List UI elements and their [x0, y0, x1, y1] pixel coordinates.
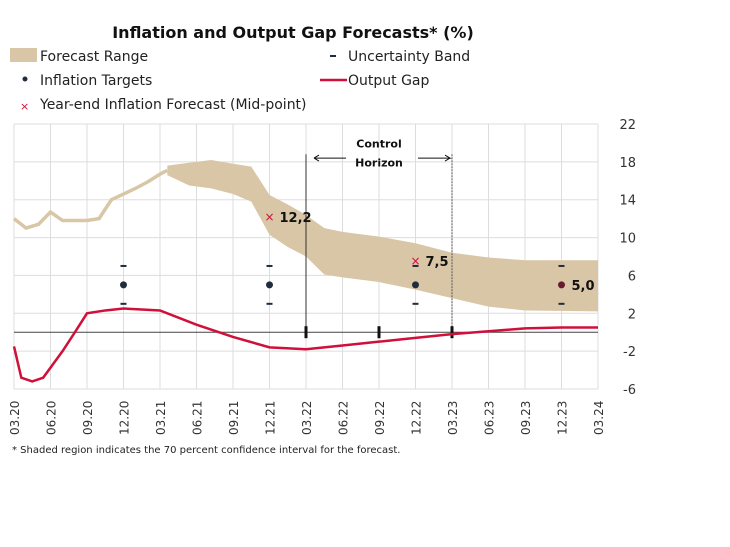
y-tick-label: 18: [619, 156, 636, 171]
legend-cross-icon: ×: [20, 100, 29, 113]
x-tick-label: 06.23: [483, 401, 497, 435]
arrow-right-icon: [418, 154, 452, 162]
y-tick-label: 2: [628, 307, 636, 322]
inflation-target-point: [412, 281, 419, 289]
forecast-range-band: [167, 159, 599, 312]
year-end-forecast-cross: ×: [264, 210, 274, 224]
x-tick-label: 09.23: [519, 401, 533, 435]
legend-inflation-targets: Inflation Targets: [40, 73, 152, 89]
inflation-history-line: [12, 168, 169, 231]
y-tick-label: 10: [619, 232, 636, 247]
x-tick-label: 09.21: [227, 401, 241, 435]
legend-forecast-range-swatch: [10, 48, 37, 62]
year-end-forecast-label: 7,5: [426, 255, 449, 270]
y-tick-label: -6: [623, 383, 636, 398]
x-tick-label: 12.23: [556, 401, 570, 435]
x-tick-label: 03.24: [592, 401, 606, 435]
x-tick-label: 12.22: [410, 401, 424, 435]
x-tick-label: 09.22: [373, 401, 387, 435]
legend-output-gap: Output Gap: [348, 73, 430, 89]
legend-year-end-forecast: Year-end Inflation Forecast (Mid-point): [39, 97, 307, 113]
year-end-forecast-label: 12,2: [280, 211, 312, 226]
inflation-target-point: [266, 281, 273, 289]
year-end-forecast-label: 5,0: [572, 279, 595, 294]
x-tick-label: 06.22: [337, 401, 351, 435]
legend-forecast-range: Forecast Range: [40, 49, 148, 65]
legend-target-icon: [22, 76, 28, 82]
y-tick-label: 6: [628, 269, 636, 284]
x-tick-label: 03.21: [154, 401, 168, 435]
x-tick-label: 09.20: [81, 401, 95, 435]
legend-uncertainty-band: Uncertainty Band: [348, 49, 470, 65]
output-gap-line: [12, 307, 598, 383]
y-tick-label: 22: [619, 118, 636, 133]
x-tick-label: 12.21: [264, 401, 278, 435]
inflation-target-point: [120, 281, 127, 289]
x-tick-label: 06.20: [45, 401, 59, 435]
y-tick-label: 14: [619, 194, 636, 209]
x-tick-label: 06.21: [191, 401, 205, 435]
x-tick-label: 03.20: [8, 401, 22, 435]
control-horizon-label: Horizon: [355, 157, 403, 170]
footnote: * Shaded region indicates the 70 percent…: [12, 445, 401, 456]
plot-area: Control Horizon × 12,2 × 7,5 5,0: [12, 138, 599, 383]
y-tick-label: -2: [623, 345, 636, 360]
x-tick-label: 03.23: [446, 401, 460, 435]
control-horizon-label: Control: [356, 138, 401, 151]
chart-title: Inflation and Output Gap Forecasts* (%): [112, 23, 474, 42]
year-end-forecast-cross: ×: [410, 254, 420, 268]
arrow-left-icon: [313, 154, 346, 162]
x-tick-label: 03.22: [300, 401, 314, 435]
x-tick-label: 12.20: [118, 401, 132, 435]
year-end-forecast-point: [558, 281, 565, 289]
legend: Forecast Range Inflation Targets × Year-…: [10, 48, 470, 113]
